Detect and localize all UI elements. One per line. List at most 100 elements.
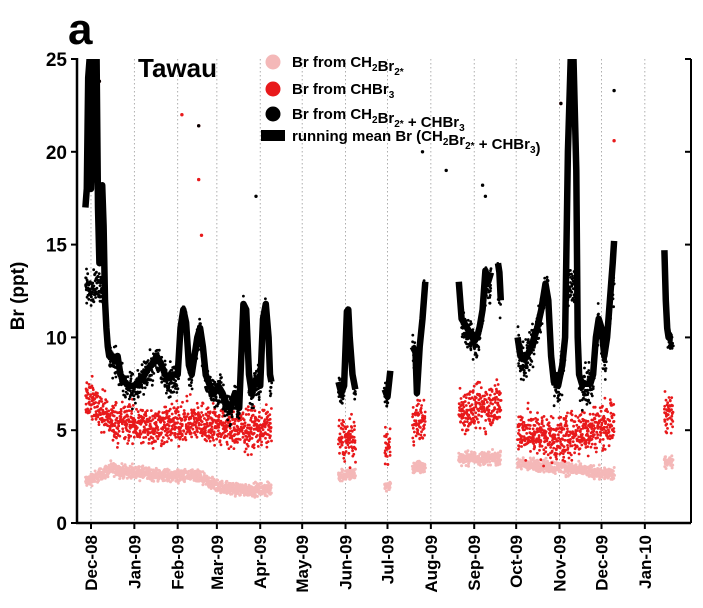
data-point [521, 456, 525, 460]
data-point [347, 446, 351, 449]
data-point [593, 416, 596, 420]
data-point [244, 447, 248, 451]
data-point [495, 395, 498, 399]
data-point [416, 428, 420, 432]
data-point [122, 475, 126, 479]
data-point [565, 414, 568, 418]
data-point [140, 363, 144, 367]
data-point [194, 433, 198, 437]
data-point [421, 436, 425, 440]
data-point [388, 454, 392, 457]
data-point [174, 379, 178, 383]
data-point [250, 436, 254, 440]
data-point [138, 429, 142, 433]
data-point [579, 430, 582, 434]
data-point [354, 447, 357, 451]
data-point [338, 432, 342, 436]
data-point [116, 441, 120, 445]
data-point [544, 456, 548, 460]
data-point [384, 435, 388, 439]
data-point [463, 432, 467, 436]
data-point [238, 493, 242, 497]
data-point [100, 397, 103, 401]
data-point [483, 410, 487, 414]
data-point [467, 413, 471, 417]
data-point [267, 481, 271, 485]
data-point [221, 412, 225, 415]
data-point [484, 419, 488, 422]
data-point [167, 468, 171, 472]
data-point [113, 463, 117, 467]
data-point [602, 444, 606, 447]
data-point [669, 422, 673, 426]
data-point [598, 414, 601, 418]
data-point [483, 394, 486, 398]
data-point [338, 451, 341, 455]
data-point [132, 435, 136, 439]
data-point [97, 479, 100, 483]
data-point [171, 431, 174, 435]
data-point [212, 477, 216, 481]
data-point [101, 388, 105, 391]
data-point [215, 437, 219, 441]
data-point [566, 411, 569, 415]
data-point [105, 400, 109, 404]
data-point [246, 405, 250, 409]
data-point [228, 426, 232, 430]
data-point [532, 436, 535, 440]
data-point [384, 489, 388, 493]
data-point [475, 417, 479, 421]
data-point [218, 439, 222, 442]
data-point [412, 443, 416, 447]
data-point [464, 464, 468, 467]
data-point [577, 425, 581, 429]
data-point [411, 415, 414, 419]
data-point [485, 393, 489, 396]
data-point [667, 396, 671, 399]
data-point [90, 384, 94, 388]
data-point [477, 420, 480, 424]
data-point [490, 390, 494, 393]
data-point [342, 420, 346, 424]
data-point [93, 397, 97, 401]
data-point [612, 430, 616, 433]
data-point [203, 417, 206, 420]
data-point [89, 287, 92, 291]
data-point [230, 436, 234, 440]
data-point [420, 411, 423, 414]
data-point [144, 435, 148, 439]
data-point [526, 407, 530, 411]
data-point [136, 395, 140, 398]
data-point [200, 420, 204, 423]
data-point [199, 474, 203, 478]
data-point [670, 414, 674, 418]
data-point [388, 437, 392, 441]
data-point [571, 440, 575, 443]
data-point [423, 416, 427, 420]
data-point [473, 419, 476, 423]
data-point [529, 410, 532, 414]
data-point [183, 411, 186, 415]
data-point [97, 272, 101, 275]
data-point [190, 378, 194, 382]
data-point [593, 442, 597, 446]
data-point [135, 426, 139, 429]
data-point [208, 410, 212, 414]
data-point [105, 407, 108, 411]
data-point [157, 410, 161, 414]
data-point [591, 412, 595, 416]
data-point [100, 400, 104, 403]
data-point [123, 405, 127, 409]
data-point [142, 436, 146, 439]
data-point [204, 429, 207, 432]
data-point [114, 403, 117, 407]
data-point [126, 405, 130, 408]
data-point [228, 420, 232, 423]
data-point [219, 443, 223, 447]
outlier-point [199, 233, 204, 237]
data-point [578, 447, 582, 450]
data-point [537, 435, 541, 439]
data-point [112, 406, 115, 410]
data-point [570, 409, 574, 413]
data-point [603, 396, 607, 400]
